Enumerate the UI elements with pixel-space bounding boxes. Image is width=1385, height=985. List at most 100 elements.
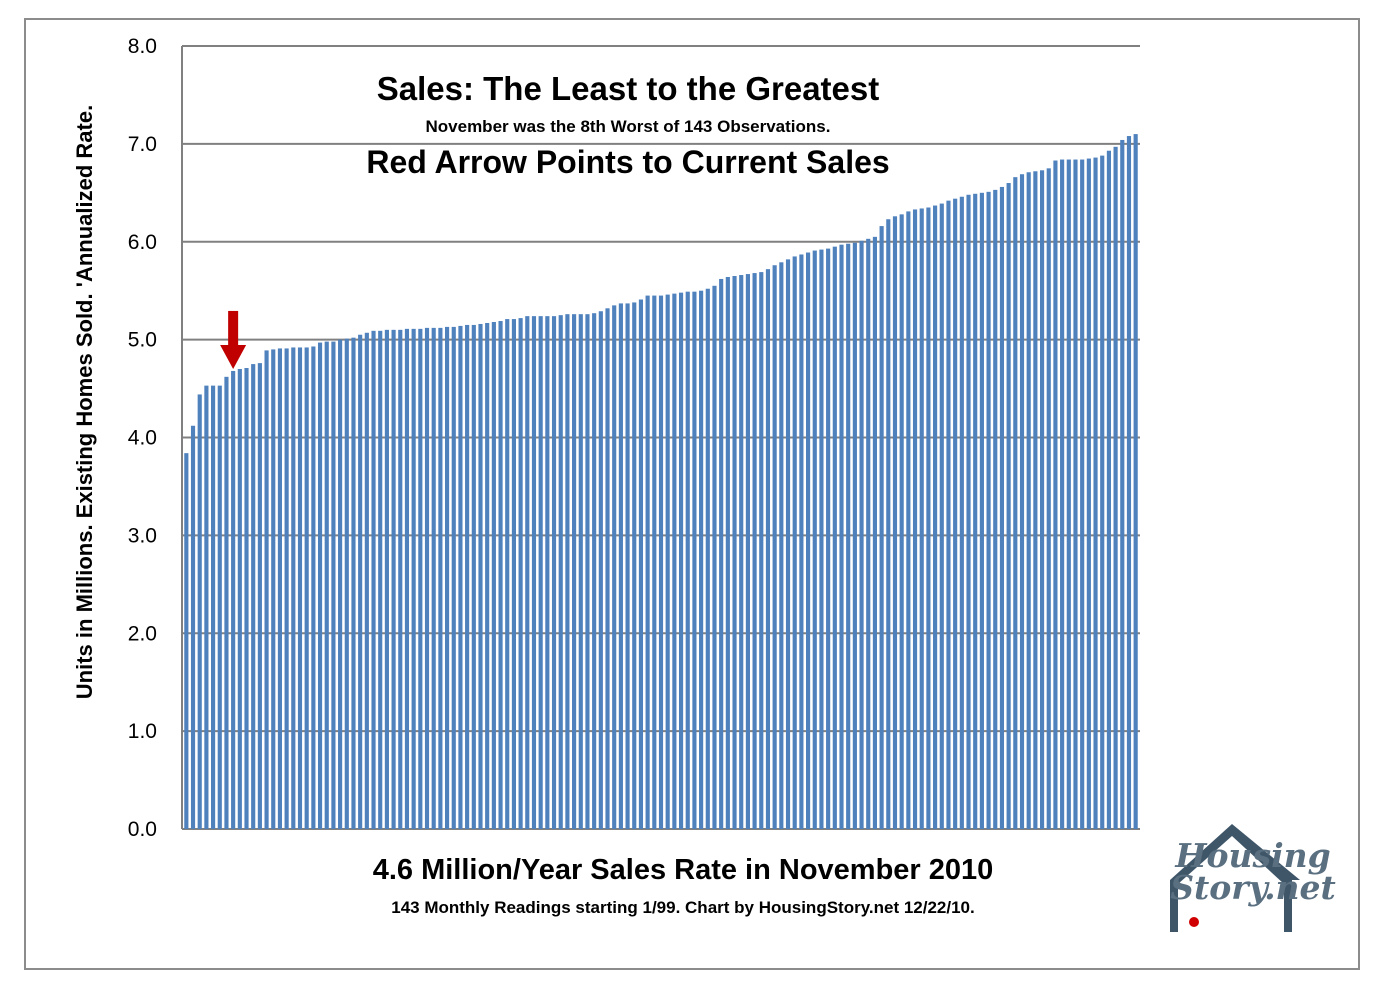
- bar: [431, 327, 436, 829]
- arrow-head: [220, 344, 247, 369]
- bar: [759, 272, 764, 829]
- bar: [986, 191, 991, 830]
- y-tick-label: 2.0: [128, 622, 157, 645]
- bar: [605, 308, 610, 829]
- chart-title: Sales: The Least to the Greatest: [376, 70, 880, 107]
- bar: [692, 291, 697, 829]
- bar: [806, 252, 811, 830]
- bar: [505, 319, 510, 829]
- bar: [772, 265, 777, 829]
- bar: [231, 370, 236, 829]
- bar: [331, 341, 336, 829]
- bar: [899, 214, 904, 830]
- bar: [1126, 136, 1132, 830]
- bar: [999, 186, 1005, 829]
- bar: [217, 385, 222, 829]
- bar: [398, 329, 403, 829]
- bar: [993, 189, 998, 830]
- bar: [959, 196, 964, 830]
- x-axis-title: 4.6 Million/Year Sales Rate in November …: [372, 854, 994, 886]
- bar: [277, 348, 283, 829]
- logo-line-story: Story.net: [1170, 868, 1336, 907]
- bar: [304, 347, 309, 829]
- bar: [551, 316, 557, 829]
- bar: [678, 292, 684, 829]
- bar: [1106, 150, 1111, 829]
- bar: [244, 368, 249, 829]
- bar: [565, 314, 570, 829]
- bar: [892, 216, 898, 830]
- bar: [284, 348, 289, 829]
- bar: [1100, 155, 1105, 829]
- bar: [832, 246, 837, 830]
- bar: [685, 291, 690, 829]
- bar: [705, 288, 710, 830]
- bar: [886, 219, 891, 829]
- y-tick-label: 1.0: [128, 720, 157, 743]
- bar: [585, 314, 590, 829]
- bar: [204, 385, 209, 829]
- bar: [672, 293, 677, 829]
- bar: [779, 262, 784, 830]
- bar: [739, 275, 744, 830]
- y-axis-title: Units in Millions. Existing Homes Sold. …: [72, 104, 97, 700]
- bar: [291, 347, 296, 829]
- y-tick-label: 6.0: [128, 231, 157, 254]
- bar: [866, 238, 871, 830]
- y-tick-label: 3.0: [128, 524, 157, 547]
- bar: [732, 276, 737, 830]
- bar: [819, 249, 824, 829]
- bar: [712, 285, 717, 829]
- bar: [1066, 159, 1071, 829]
- bar: [645, 295, 650, 829]
- bar: [1039, 170, 1045, 829]
- chart-frame: [24, 18, 1360, 970]
- bar: [324, 341, 329, 829]
- bar: [465, 324, 470, 829]
- bar: [1026, 172, 1031, 830]
- bar: [612, 305, 617, 829]
- bar: [912, 209, 918, 830]
- bar: [618, 303, 623, 829]
- y-tick-label: 8.0: [128, 35, 157, 58]
- bar: [190, 425, 196, 829]
- logo-line-housing: Housing: [1175, 836, 1331, 875]
- bar: [1060, 159, 1065, 829]
- bar: [491, 322, 496, 829]
- bar: [625, 303, 630, 829]
- bar: [1093, 157, 1098, 829]
- bar: [1086, 158, 1091, 829]
- bar: [859, 240, 864, 830]
- bar: [371, 330, 376, 829]
- y-tick-label: 7.0: [128, 133, 157, 156]
- bar: [839, 244, 844, 829]
- bar: [1006, 183, 1011, 829]
- bar: [344, 338, 349, 829]
- bar: [197, 394, 202, 829]
- bar: [665, 294, 670, 829]
- bar: [251, 364, 256, 829]
- bar: [1113, 146, 1118, 829]
- bar: [271, 349, 276, 829]
- logo-text: Housing Story.net: [1168, 836, 1338, 907]
- bar: [879, 226, 884, 830]
- bar: [906, 211, 911, 829]
- x-axis-subtitle: 143 Monthly Readings starting 1/99. Char…: [391, 898, 975, 917]
- bar: [652, 295, 657, 829]
- bar: [745, 274, 750, 830]
- bar: [632, 302, 637, 829]
- bar: [558, 315, 563, 829]
- bar: [979, 192, 984, 829]
- bar: [184, 453, 189, 829]
- bar: [237, 368, 242, 829]
- bar: [424, 327, 430, 829]
- bar: [826, 248, 831, 829]
- bar: [725, 276, 730, 829]
- logo-red-dot: [1189, 917, 1199, 927]
- bar: [799, 254, 804, 829]
- bar: [933, 205, 938, 829]
- bar: [966, 194, 971, 829]
- bar: [953, 198, 958, 829]
- chart-subtitle: November was the 8th Worst of 143 Observ…: [425, 117, 831, 136]
